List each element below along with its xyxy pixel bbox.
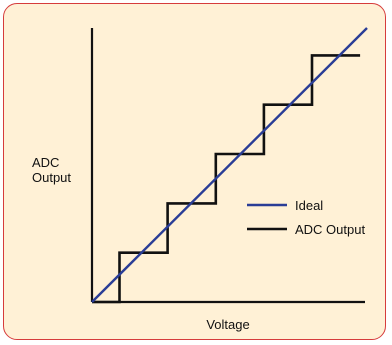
legend-label-adc-output: ADC Output: [295, 222, 365, 237]
series-line-ideal: [91, 27, 368, 303]
chart-panel: [3, 3, 386, 340]
legend: Ideal ADC Output: [247, 198, 365, 237]
legend-label-ideal: Ideal: [295, 198, 323, 213]
y-axis-label-line2: Output: [32, 170, 71, 185]
y-axis-label-line1: ADC: [32, 155, 59, 170]
x-axis-label: Voltage: [206, 317, 249, 332]
series-line-adc-output: [92, 54, 361, 304]
